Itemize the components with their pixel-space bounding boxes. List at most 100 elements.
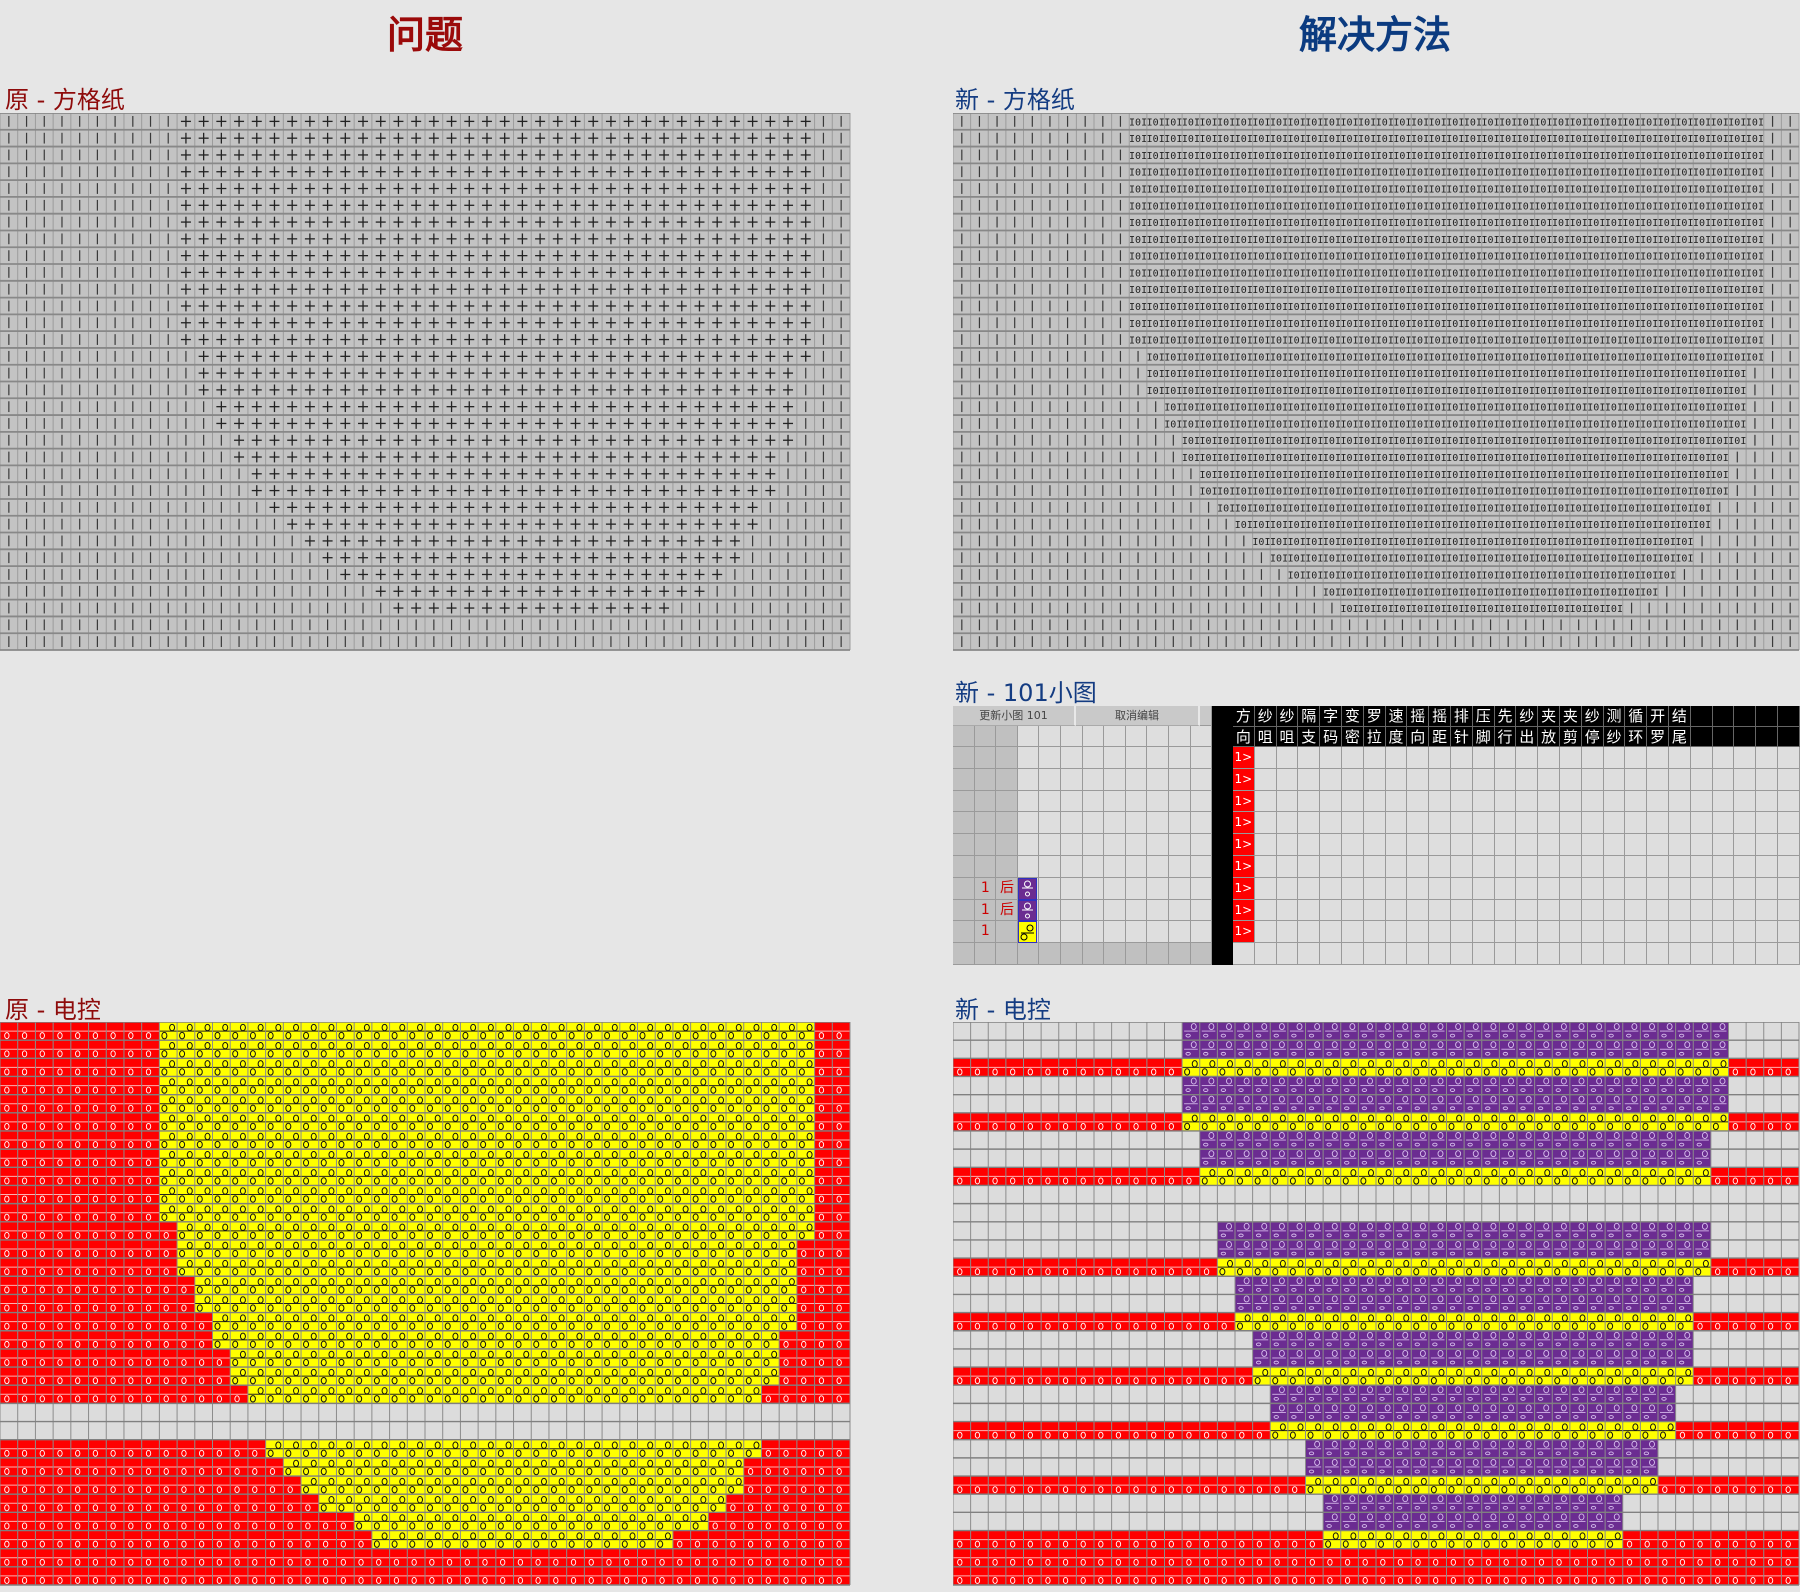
row-direction-marker[interactable]: 1> xyxy=(1233,790,1255,813)
editor-cell[interactable] xyxy=(1190,877,1213,900)
editor-cell[interactable] xyxy=(1190,921,1213,944)
function-cell[interactable] xyxy=(1669,834,1691,856)
function-cell[interactable] xyxy=(1429,812,1451,835)
function-cell[interactable] xyxy=(1363,790,1386,813)
function-cell[interactable] xyxy=(1560,834,1582,856)
function-cell[interactable] xyxy=(1690,943,1713,965)
function-cell[interactable] xyxy=(1320,790,1342,813)
function-cell[interactable] xyxy=(1756,877,1778,900)
function-cell[interactable] xyxy=(1472,768,1495,791)
function-cell[interactable] xyxy=(1320,812,1342,835)
function-cell[interactable] xyxy=(1298,790,1321,813)
function-cell[interactable] xyxy=(1712,877,1735,900)
update-small-image-button[interactable]: 更新小图 101 xyxy=(953,706,1076,726)
editor-cell[interactable] xyxy=(1039,726,1061,747)
editor-cell[interactable] xyxy=(1169,856,1191,878)
editor-cell[interactable] xyxy=(1169,768,1191,791)
function-cell[interactable] xyxy=(1647,943,1669,965)
editor-cell[interactable] xyxy=(953,856,975,878)
function-cell[interactable] xyxy=(1276,834,1299,856)
editor-cell[interactable] xyxy=(974,726,997,747)
function-cell[interactable] xyxy=(1276,790,1299,813)
editor-cell[interactable] xyxy=(953,812,975,835)
editor-cell[interactable] xyxy=(996,943,1018,965)
row-direction-marker[interactable]: 1> xyxy=(1233,921,1255,944)
function-column-header[interactable]: 码 xyxy=(1320,726,1342,747)
editor-cell[interactable] xyxy=(1169,726,1191,747)
function-cell[interactable] xyxy=(1734,899,1757,922)
function-cell[interactable] xyxy=(1472,747,1495,769)
editor-cell[interactable] xyxy=(1190,768,1213,791)
editor-cell[interactable] xyxy=(1017,747,1040,769)
function-cell[interactable] xyxy=(1407,812,1430,835)
function-cell[interactable] xyxy=(1603,943,1626,965)
function-cell[interactable] xyxy=(1320,834,1342,856)
function-cell[interactable] xyxy=(1690,899,1713,922)
editor-cell[interactable] xyxy=(974,834,997,856)
function-cell[interactable] xyxy=(1429,790,1451,813)
function-cell[interactable] xyxy=(1385,768,1408,791)
function-cell[interactable] xyxy=(1298,899,1321,922)
function-cell[interactable] xyxy=(1756,943,1778,965)
function-column-header[interactable]: 摇 xyxy=(1407,706,1430,727)
function-cell[interactable] xyxy=(1690,834,1713,856)
function-cell[interactable] xyxy=(1538,834,1560,856)
editor-cell[interactable] xyxy=(996,790,1018,813)
function-cell[interactable] xyxy=(1581,899,1604,922)
function-cell[interactable] xyxy=(1494,899,1517,922)
function-cell[interactable] xyxy=(1298,834,1321,856)
function-cell[interactable] xyxy=(1276,768,1299,791)
editor-cell[interactable] xyxy=(974,790,997,813)
function-column-header[interactable]: 向 xyxy=(1407,726,1430,747)
editor-cell[interactable] xyxy=(1147,921,1169,944)
function-column-header[interactable]: 结 xyxy=(1669,706,1691,727)
function-cell[interactable] xyxy=(1734,877,1757,900)
function-cell[interactable] xyxy=(1342,877,1364,900)
editor-cell[interactable] xyxy=(974,877,997,900)
function-cell[interactable] xyxy=(1407,899,1430,922)
function-cell[interactable] xyxy=(1451,877,1473,900)
function-cell[interactable] xyxy=(1647,768,1669,791)
row-direction-marker[interactable]: 1> xyxy=(1233,834,1255,856)
function-column-header[interactable]: 夹 xyxy=(1560,706,1582,727)
function-cell[interactable] xyxy=(1254,943,1277,965)
function-cell[interactable] xyxy=(1669,812,1691,835)
function-cell[interactable] xyxy=(1254,856,1277,878)
function-cell[interactable] xyxy=(1756,790,1778,813)
function-cell[interactable] xyxy=(1298,768,1321,791)
function-cell[interactable] xyxy=(1494,834,1517,856)
function-cell[interactable] xyxy=(1451,899,1473,922)
editor-cell[interactable] xyxy=(996,768,1018,791)
function-cell[interactable] xyxy=(1538,768,1560,791)
row-direction-marker[interactable]: 1> xyxy=(1233,747,1255,769)
editor-cell[interactable] xyxy=(953,943,975,965)
function-cell[interactable] xyxy=(1276,899,1299,922)
editor-cell[interactable] xyxy=(1125,747,1148,769)
function-cell[interactable] xyxy=(1560,921,1582,944)
function-cell[interactable] xyxy=(1363,856,1386,878)
editor-cell[interactable] xyxy=(996,726,1018,747)
function-cell[interactable] xyxy=(1407,921,1430,944)
function-cell[interactable] xyxy=(1254,790,1277,813)
new-square-paper-grid[interactable]: I0I I0I I0I I0I I0I I0I I0I I0I I0I I0I I0I I0I I0I I… xyxy=(953,113,1800,651)
function-cell[interactable] xyxy=(1603,899,1626,922)
function-cell[interactable] xyxy=(1363,921,1386,944)
function-cell[interactable] xyxy=(1320,768,1342,791)
editor-cell[interactable] xyxy=(1169,877,1191,900)
function-cell[interactable] xyxy=(1342,856,1364,878)
editor-cell[interactable] xyxy=(1061,921,1083,944)
function-cell[interactable] xyxy=(1254,877,1277,900)
editor-cell[interactable] xyxy=(1125,877,1148,900)
editor-cell[interactable] xyxy=(1017,812,1040,835)
function-cell[interactable] xyxy=(1363,747,1386,769)
function-cell[interactable] xyxy=(1276,747,1299,769)
function-column-header[interactable]: 尾 xyxy=(1669,726,1691,747)
function-cell[interactable] xyxy=(1712,790,1735,813)
function-cell[interactable] xyxy=(1712,834,1735,856)
editor-cell[interactable] xyxy=(1125,768,1148,791)
editor-cell[interactable] xyxy=(974,768,997,791)
function-cell[interactable] xyxy=(1407,768,1430,791)
function-cell[interactable] xyxy=(1385,877,1408,900)
function-column-header[interactable]: 循 xyxy=(1625,706,1648,727)
function-cell[interactable] xyxy=(1625,790,1648,813)
